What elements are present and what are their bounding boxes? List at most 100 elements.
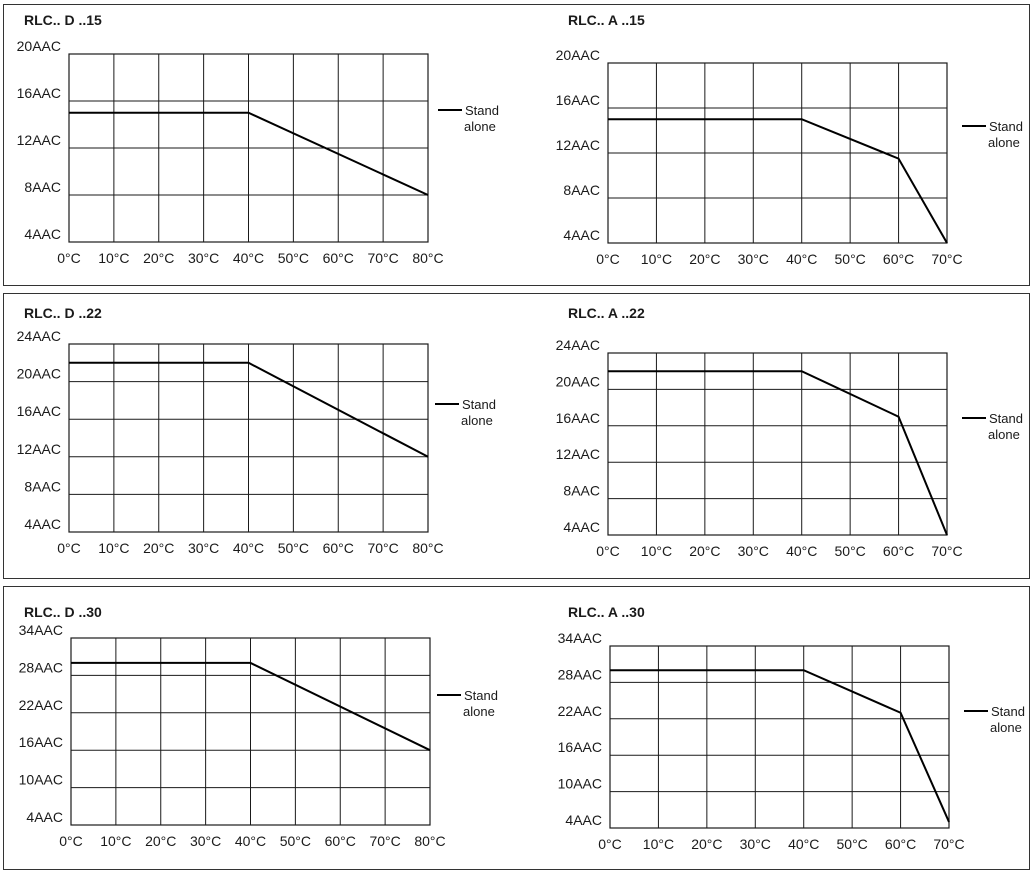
x-tick-label: 0°C: [596, 543, 620, 559]
x-tick-label: 40°C: [786, 543, 817, 559]
x-tick-label: 70°C: [367, 540, 398, 556]
plot-frame: [70, 637, 431, 826]
x-tick-label: 50°C: [278, 250, 309, 266]
chart-rlc-a-22: RLC.. A ..22 24AAC 20AAC 16AAC 12AAC 8AAC 4AAC…: [556, 305, 1023, 559]
x-tick-label: 0°C: [598, 836, 622, 852]
x-tick-label: 50°C: [835, 251, 866, 267]
x-tick-label: 20°C: [689, 251, 720, 267]
y-tick-label: 16AAC: [17, 403, 61, 419]
legend-label-line2: alone: [990, 720, 1022, 735]
plot-frame: [607, 352, 948, 536]
x-tick-label: 10°C: [98, 250, 129, 266]
x-tick-label: 20°C: [145, 833, 176, 849]
y-tick-label: 4AAC: [563, 227, 600, 243]
x-tick-label: 40°C: [233, 540, 264, 556]
x-tick-label: 10°C: [98, 540, 129, 556]
x-tick-label: 60°C: [323, 250, 354, 266]
x-tick-label: 50°C: [280, 833, 311, 849]
y-tick-label: 12AAC: [556, 137, 600, 153]
panel-30: RLC.. D ..30 34AAC 28AAC 22AAC 16AAC 10AAC 4AA…: [3, 586, 1030, 870]
y-tick-label: 20AAC: [17, 366, 61, 382]
legend-label-line1: Stand: [464, 688, 498, 703]
x-tick-label: 80°C: [412, 250, 443, 266]
legend-label-line2: alone: [461, 413, 493, 428]
legend-label-line1: Stand: [989, 119, 1023, 134]
y-tick-label: 16AAC: [558, 739, 602, 755]
x-tick-label: 0°C: [59, 833, 83, 849]
plot-frame: [607, 62, 948, 244]
x-tick-label: 60°C: [323, 540, 354, 556]
legend-label-line1: Stand: [462, 397, 496, 412]
y-tick-label: 8AAC: [563, 182, 600, 198]
chart-rlc-d-30: RLC.. D ..30 34AAC 28AAC 22AAC 16AAC 10AAC 4AA…: [19, 604, 498, 849]
panel-22: RLC.. D ..22 24AAC 20AAC 16AAC 12AAC 8AAC 4AAC…: [3, 293, 1030, 579]
series-line-stand-alone: [608, 118, 948, 244]
series-line-stand-alone: [608, 370, 948, 536]
x-tick-label: 40°C: [235, 833, 266, 849]
x-tick-label: 70°C: [931, 251, 962, 267]
panel-22-canvas: RLC.. D ..22 24AAC 20AAC 16AAC 12AAC 8AAC 4AAC…: [17, 305, 1023, 559]
x-tick-label: 70°C: [931, 543, 962, 559]
y-tick-label: 10AAC: [558, 776, 602, 792]
y-tick-label: 8AAC: [24, 478, 61, 494]
x-tick-label: 50°C: [278, 540, 309, 556]
chart-title: RLC.. D ..15: [24, 12, 102, 28]
x-tick-label: 80°C: [414, 833, 445, 849]
y-tick-label: 8AAC: [563, 483, 600, 499]
y-tick-label: 34AAC: [558, 630, 602, 646]
series-line-stand-alone: [69, 111, 429, 196]
x-tick-label: 10°C: [641, 543, 672, 559]
chart-title: RLC.. D ..30: [24, 604, 102, 620]
x-tick-label: 0°C: [57, 250, 81, 266]
y-tick-label: 4AAC: [563, 519, 600, 535]
y-tick-label: 20AAC: [556, 373, 600, 389]
y-tick-label: 22AAC: [19, 697, 63, 713]
x-tick-label: 60°C: [883, 251, 914, 267]
x-tick-label: 20°C: [143, 250, 174, 266]
y-tick-label: 28AAC: [19, 659, 63, 675]
y-tick-label: 12AAC: [556, 446, 600, 462]
y-tick-label: 16AAC: [17, 85, 61, 101]
legend-label-line2: alone: [463, 704, 495, 719]
x-tick-label: 10°C: [100, 833, 131, 849]
legend-label-line1: Stand: [989, 411, 1023, 426]
y-tick-label: 8AAC: [24, 179, 61, 195]
x-tick-label: 30°C: [188, 250, 219, 266]
x-tick-label: 10°C: [641, 251, 672, 267]
x-tick-label: 60°C: [885, 836, 916, 852]
x-tick-label: 30°C: [738, 251, 769, 267]
panel-15-canvas: RLC.. D ..15 20AAC 16AAC 12AAC 8AAC 4AAC 0°C 10…: [17, 12, 1023, 267]
x-tick-label: 80°C: [412, 540, 443, 556]
x-tick-label: 70°C: [367, 250, 398, 266]
x-tick-label: 70°C: [369, 833, 400, 849]
chart-title: RLC.. D ..22: [24, 305, 102, 321]
chart-rlc-a-30: RLC.. A ..30 34AAC 28AAC 22AAC 16AAC 10AAC 4AA…: [558, 604, 1025, 852]
x-tick-label: 40°C: [233, 250, 264, 266]
x-tick-label: 10°C: [643, 836, 674, 852]
series-line-stand-alone: [610, 669, 950, 823]
y-tick-label: 16AAC: [19, 734, 63, 750]
x-tick-label: 40°C: [786, 251, 817, 267]
panel-15: RLC.. D ..15 20AAC 16AAC 12AAC 8AAC 4AAC 0°C 10…: [3, 4, 1030, 286]
panel-30-canvas: RLC.. D ..30 34AAC 28AAC 22AAC 16AAC 10AAC 4AA…: [19, 604, 1025, 852]
y-tick-label: 22AAC: [558, 703, 602, 719]
y-tick-label: 12AAC: [17, 132, 61, 148]
x-tick-label: 20°C: [691, 836, 722, 852]
plot-frame: [68, 53, 429, 243]
y-tick-label: 28AAC: [558, 666, 602, 682]
y-tick-label: 12AAC: [17, 441, 61, 457]
x-tick-label: 70°C: [933, 836, 964, 852]
y-tick-label: 4AAC: [26, 809, 63, 825]
plot-frame: [609, 645, 950, 829]
plot-frame: [68, 343, 429, 533]
y-tick-label: 4AAC: [565, 812, 602, 828]
x-tick-label: 30°C: [738, 543, 769, 559]
x-tick-label: 40°C: [788, 836, 819, 852]
series-line-stand-alone: [69, 361, 429, 458]
legend-label-line2: alone: [988, 427, 1020, 442]
x-tick-label: 30°C: [188, 540, 219, 556]
legend-label-line1: Stand: [991, 704, 1025, 719]
x-tick-label: 20°C: [143, 540, 174, 556]
x-tick-label: 30°C: [190, 833, 221, 849]
chart-rlc-d-15: RLC.. D ..15 20AAC 16AAC 12AAC 8AAC 4AAC 0°C 10…: [17, 12, 499, 266]
